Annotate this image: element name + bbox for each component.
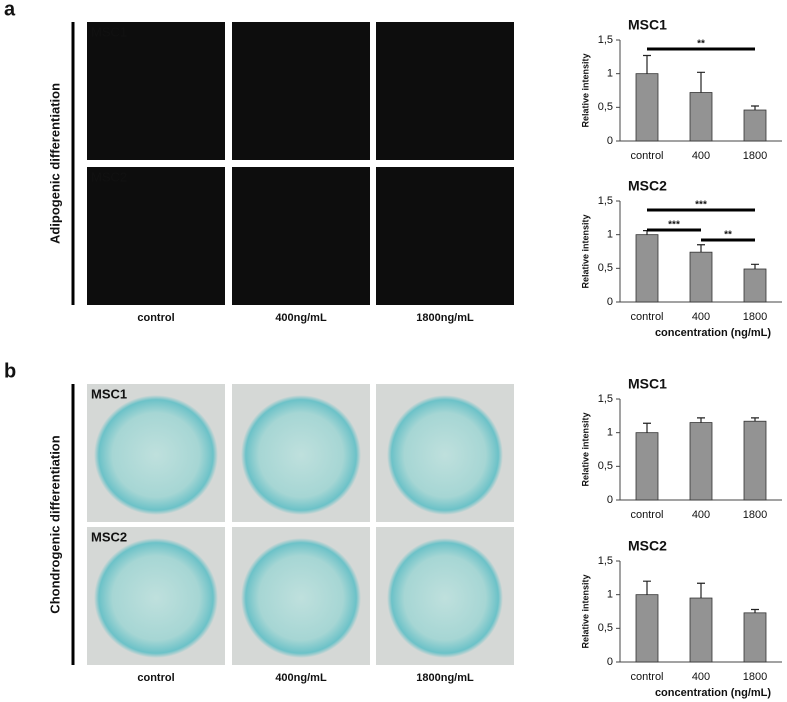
column-label: 400ng/mL [275,312,327,324]
row-label: MSC1 [91,24,127,39]
column-label: 400ng/mL [275,672,327,684]
x-tick-label: 1800 [743,150,767,162]
y-tick-label: 1 [607,229,613,241]
row-label: MSC2 [91,529,127,544]
error-bar [751,417,759,422]
chart-title: MSC1 [628,17,667,33]
y-tick-label: 0 [607,494,613,506]
x-tick-label: control [630,509,663,521]
error-bar [697,582,705,599]
y-tick-label: 1 [607,68,613,80]
pellet [94,395,218,515]
column-label: 1800ng/mL [416,312,474,324]
micrograph [376,22,514,160]
y-tick-label: 0 [607,656,613,668]
bar [635,594,659,663]
micrograph [376,167,514,305]
pellet [387,538,503,658]
chart-title: MSC2 [628,178,667,194]
chart-title: MSC1 [628,376,667,392]
bar [689,92,713,142]
column-label: control [137,672,174,684]
x-tick-label: control [630,671,663,683]
error-bar [697,71,705,93]
y-tick-label: 0,5 [598,262,613,274]
y-tick-label: 1,5 [598,393,613,405]
column-label: control [137,312,174,324]
x-tick-label: 400 [692,311,710,323]
error-bar [643,422,651,433]
pellet [241,538,361,658]
x-tick-label: 1800 [743,671,767,683]
micrograph [87,22,225,160]
row-label: MSC1 [91,386,127,401]
error-bar [643,54,651,74]
bar [689,422,713,501]
bar [743,612,767,663]
y-axis-label: Relative intensity [580,574,590,648]
bar [635,432,659,501]
y-tick-label: 0,5 [598,622,613,634]
bar [689,597,713,663]
error-bar [697,417,705,423]
y-axis-label: Relative intensity [580,412,590,486]
x-tick-label: control [630,311,663,323]
bar [635,234,659,303]
error-bar [751,105,759,111]
bar [743,109,767,142]
significance-label: ** [697,39,705,50]
pellet [94,538,218,658]
chart-title: MSC2 [628,538,667,554]
x-axis-label: concentration (ng/mL) [655,687,771,699]
y-tick-label: 0 [607,135,613,147]
x-axis-label: concentration (ng/mL) [655,327,771,339]
x-tick-label: 1800 [743,509,767,521]
micrograph [87,167,225,305]
y-tick-label: 1,5 [598,195,613,207]
side-label: Adipogenic differentiation [47,83,62,244]
x-tick-label: 1800 [743,311,767,323]
y-tick-label: 1 [607,589,613,601]
bar [689,251,713,303]
error-bar [697,244,705,253]
pellet [241,395,361,515]
y-axis-label: Relative intensity [580,214,590,288]
side-label: Chondrogenic differentiation [47,435,62,613]
error-bar [751,263,759,270]
significance-label: *** [668,220,680,231]
y-tick-label: 0,5 [598,101,613,113]
x-tick-label: 400 [692,671,710,683]
panel-letter: b [4,360,16,382]
pellet [387,395,503,515]
y-tick-label: 0 [607,296,613,308]
y-tick-label: 1,5 [598,555,613,567]
y-tick-label: 1 [607,427,613,439]
y-tick-label: 1,5 [598,34,613,46]
micrograph [232,167,370,305]
error-bar [751,608,759,613]
y-axis-label: Relative intensity [580,53,590,127]
x-tick-label: 400 [692,509,710,521]
panel-letter: a [4,0,16,20]
micrograph [232,22,370,160]
significance-label: *** [695,200,707,211]
bar [743,268,767,303]
y-tick-label: 0,5 [598,460,613,472]
x-tick-label: 400 [692,150,710,162]
bar [743,420,767,501]
row-label: MSC2 [91,169,127,184]
column-label: 1800ng/mL [416,672,474,684]
bar [635,73,659,142]
error-bar [643,580,651,595]
significance-label: ** [724,230,732,241]
x-tick-label: control [630,150,663,162]
